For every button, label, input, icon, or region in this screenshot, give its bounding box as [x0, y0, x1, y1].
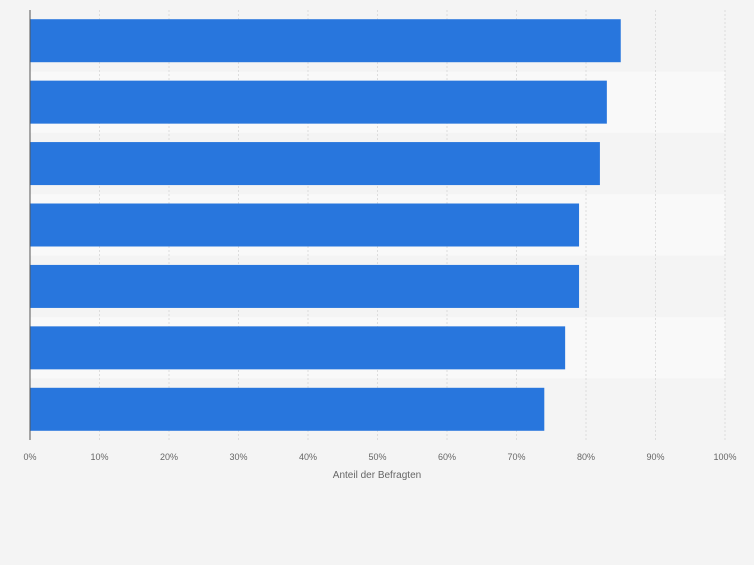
bar — [30, 326, 566, 370]
x-tick-label: 100% — [713, 452, 736, 462]
x-axis-title: Anteil der Befragten — [333, 470, 421, 481]
x-tick-label: 70% — [507, 452, 525, 462]
bar — [30, 264, 580, 308]
x-tick-label: 80% — [577, 452, 595, 462]
bar — [30, 387, 545, 431]
x-tick-label: 50% — [368, 452, 386, 462]
bar — [30, 142, 600, 186]
x-tick-labels: 0% 10% 20% 30% 40% 50% 60% 70% 80% 90% 100% — [23, 452, 736, 462]
x-tick-label: 30% — [229, 452, 247, 462]
x-tick-label: 60% — [438, 452, 456, 462]
x-tick-label: 90% — [646, 452, 664, 462]
x-tick-label: 20% — [160, 452, 178, 462]
bar — [30, 203, 580, 247]
bar — [30, 19, 621, 63]
bars — [30, 19, 621, 431]
x-tick-label: 10% — [90, 452, 108, 462]
bar — [30, 80, 607, 124]
x-tick-label: 0% — [23, 452, 36, 462]
x-tick-label: 40% — [299, 452, 317, 462]
